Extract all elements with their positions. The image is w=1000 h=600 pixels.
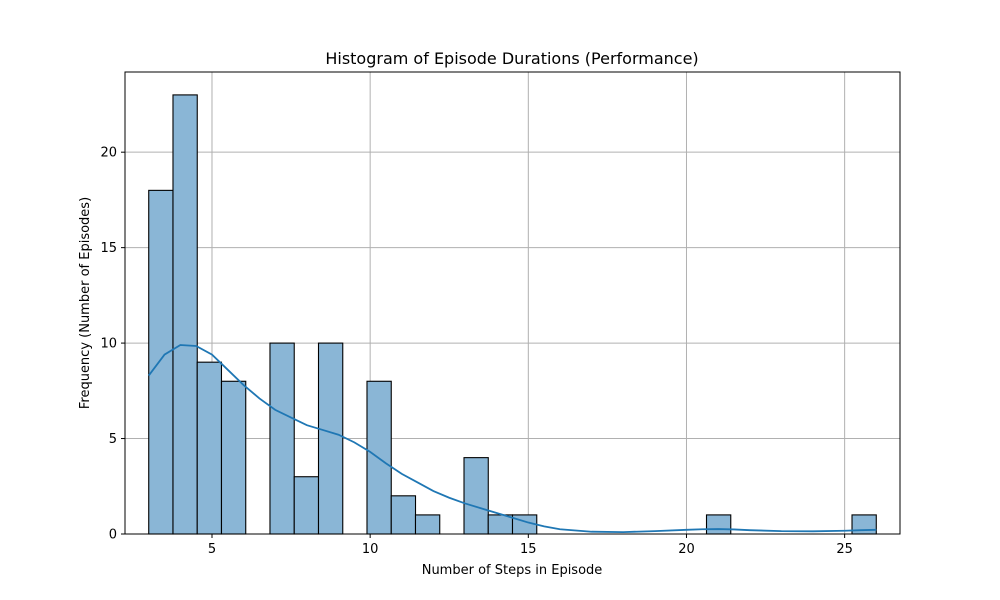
- x-tick-label-1: 10: [362, 542, 379, 557]
- y-tick-label-3: 15: [100, 241, 117, 256]
- x-axis-label: Number of Steps in Episode: [422, 563, 603, 578]
- histogram-bar-10: [463, 457, 489, 535]
- histogram-bar-1: [172, 94, 198, 535]
- y-axis-ticks: 0 5 10 15 20: [100, 146, 125, 543]
- plot-frame: [124, 71, 901, 535]
- y-axis-label: Frequency (Number of Episodes): [78, 197, 93, 409]
- y-tick-label-0: 0: [109, 528, 117, 543]
- x-tick-label-2: 15: [520, 542, 537, 557]
- histogram-bar-6: [317, 342, 344, 535]
- chart-title: Histogram of Episode Durations (Performa…: [325, 49, 698, 68]
- x-tick-label-4: 25: [836, 542, 853, 557]
- kde-curve: [148, 344, 877, 533]
- y-tick-label-2: 10: [100, 337, 117, 352]
- histogram-bar-5: [293, 476, 320, 535]
- histogram-bar-3: [220, 380, 247, 535]
- x-tick-label-0: 5: [208, 542, 216, 557]
- histogram-bar-4: [269, 342, 295, 535]
- histogram-bar-2: [196, 361, 223, 535]
- y-tick-label-1: 5: [109, 432, 117, 447]
- bars: [148, 94, 877, 535]
- histogram-bar-9: [414, 514, 441, 535]
- histogram-bar-11: [487, 514, 514, 535]
- histogram-bar-8: [390, 495, 417, 535]
- x-tick-label-3: 20: [678, 542, 695, 557]
- histogram-bar-13: [705, 514, 732, 535]
- x-axis-ticks: 5 10 15 20 25: [208, 534, 853, 557]
- histogram-bar-0: [148, 189, 174, 535]
- y-tick-label-4: 20: [100, 146, 117, 161]
